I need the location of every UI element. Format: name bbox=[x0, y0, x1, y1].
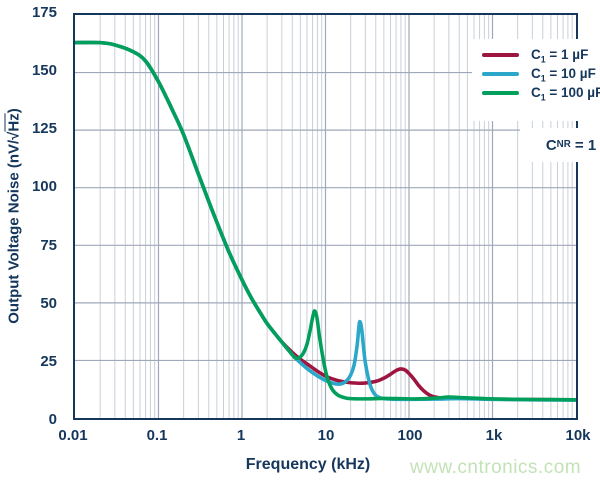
legend-swatch-c1-1uf bbox=[482, 52, 519, 57]
y-tick: 150 bbox=[31, 62, 57, 79]
x-tick: 10 bbox=[317, 427, 335, 444]
x-tick: 10k bbox=[565, 427, 591, 444]
legend-swatch-c1-10uf bbox=[482, 71, 519, 76]
x-axis-title: Frequency (kHz) bbox=[245, 456, 371, 473]
chart-canvas bbox=[75, 15, 576, 418]
watermark: www.cntronics.com bbox=[410, 457, 582, 478]
y-tick: 25 bbox=[40, 353, 57, 370]
y-tick: 50 bbox=[40, 295, 57, 312]
x-tick: 1 bbox=[236, 427, 246, 444]
y-axis-title: Output Voltage Noise (nV/√Hz) bbox=[6, 108, 23, 323]
x-tick: 0.01 bbox=[58, 427, 88, 444]
legend-item-c1-1uf: C1 = 1 µF bbox=[472, 45, 600, 64]
y-axis-title-suffix: ) bbox=[5, 108, 23, 114]
y-tick: 100 bbox=[31, 178, 57, 195]
plot-area: C1 = 1 µF C1 = 10 µF C1 = 100 µF C NR = 1… bbox=[73, 13, 600, 420]
legend-item-c1-10uf: C1 = 10 µF bbox=[472, 64, 600, 83]
y-tick: 125 bbox=[31, 120, 57, 137]
x-tick: 100 bbox=[397, 427, 423, 444]
legend-item-c1-100uf: C1 = 100 µF bbox=[472, 83, 600, 102]
legend: C1 = 1 µF C1 = 10 µF C1 = 100 µF bbox=[472, 39, 600, 121]
y-tick: 0 bbox=[48, 411, 57, 428]
cnr-annotation: CNR = 1 µF bbox=[520, 128, 600, 162]
x-tick: 1k bbox=[485, 427, 503, 444]
legend-label: C1 = 100 µF bbox=[531, 85, 600, 103]
legend-swatch-c1-100uf bbox=[482, 90, 519, 95]
legend-label: C1 = 10 µF bbox=[531, 66, 596, 84]
legend-label: C1 = 1 µF bbox=[531, 47, 589, 65]
series-curve-2 bbox=[75, 40, 576, 402]
y-tick: 175 bbox=[31, 4, 57, 21]
x-tick: 0.1 bbox=[146, 427, 168, 444]
y-tick: 75 bbox=[40, 237, 57, 254]
